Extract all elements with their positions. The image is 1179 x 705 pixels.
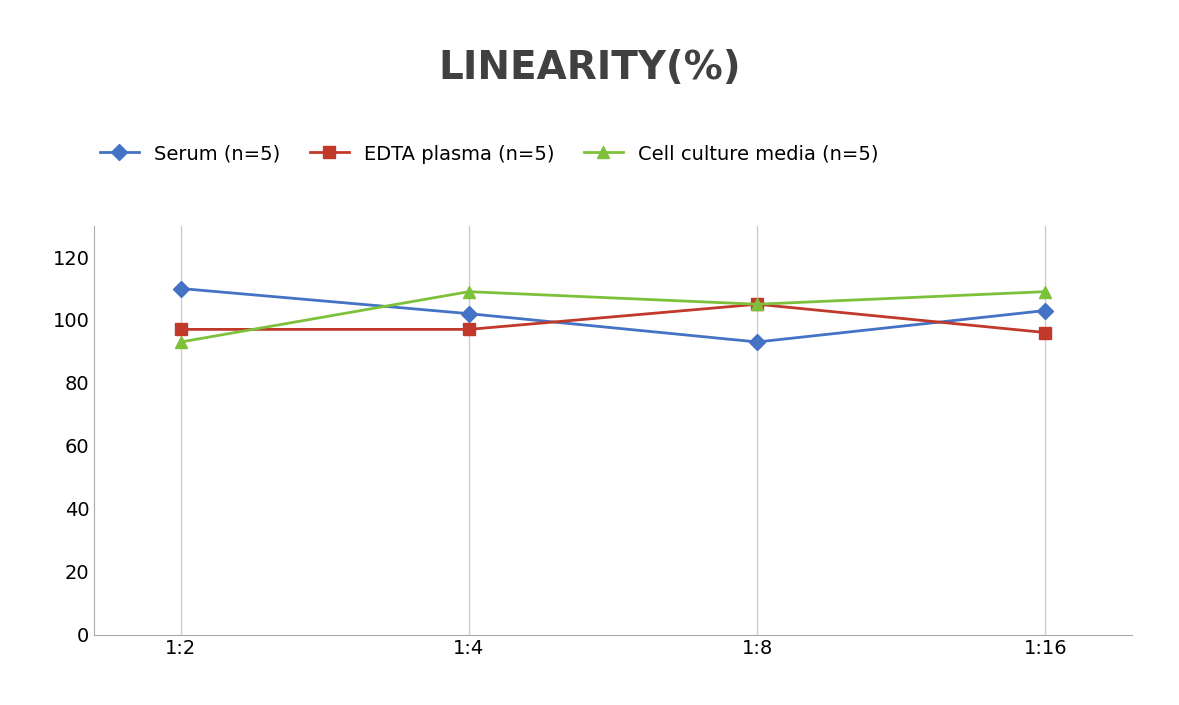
Line: Serum (n=5): Serum (n=5): [176, 283, 1050, 348]
Serum (n=5): [173, 284, 187, 293]
EDTA plasma (n=5): [750, 300, 764, 309]
Legend: Serum (n=5), EDTA plasma (n=5), Cell culture media (n=5): Serum (n=5), EDTA plasma (n=5), Cell cul…: [92, 137, 887, 171]
Cell culture media (n=5): [750, 300, 764, 309]
EDTA plasma (n=5): [462, 325, 476, 333]
Cell culture media (n=5): [173, 338, 187, 346]
Text: LINEARITY(%): LINEARITY(%): [439, 49, 740, 87]
EDTA plasma (n=5): [173, 325, 187, 333]
Serum (n=5): [750, 338, 764, 346]
Line: Cell culture media (n=5): Cell culture media (n=5): [176, 286, 1050, 348]
Line: EDTA plasma (n=5): EDTA plasma (n=5): [176, 299, 1050, 338]
Serum (n=5): [462, 309, 476, 318]
Serum (n=5): [1039, 306, 1053, 314]
Cell culture media (n=5): [1039, 288, 1053, 296]
EDTA plasma (n=5): [1039, 329, 1053, 337]
Cell culture media (n=5): [462, 288, 476, 296]
